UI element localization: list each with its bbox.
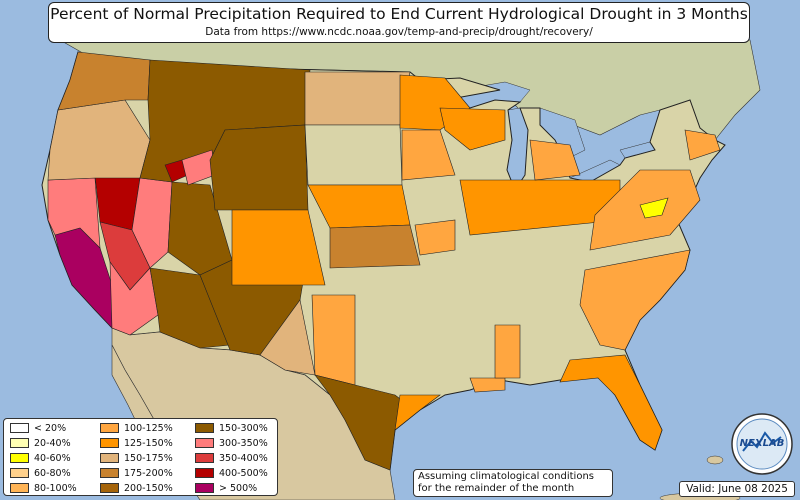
legend-item: 60-80%	[10, 467, 71, 480]
legend-swatch	[100, 482, 119, 493]
legend-item: 20-40%	[10, 437, 71, 450]
legend-item: 125-150%	[100, 437, 173, 450]
title-box: Percent of Normal Precipitation Required…	[48, 2, 750, 43]
legend-label: < 20%	[34, 423, 67, 434]
legend-label: 300-350%	[219, 438, 268, 449]
legend-item: 175-200%	[100, 467, 173, 480]
region-mo	[414, 219, 456, 256]
legend-swatch	[195, 437, 214, 448]
legend-label: 60-80%	[34, 468, 71, 479]
legend-label: 400-500%	[219, 468, 268, 479]
region-ms	[494, 324, 521, 379]
logo-text: NEXLAB	[740, 438, 785, 449]
legend-swatch	[10, 437, 29, 448]
legend-label: 175-200%	[124, 468, 173, 479]
legend-item: 200-150%	[100, 482, 173, 495]
legend-label: 40-60%	[34, 453, 71, 464]
region-pacific-nw	[47, 99, 151, 181]
legend-swatch	[195, 452, 214, 463]
legend-swatch	[100, 467, 119, 478]
legend-item: 400-500%	[195, 467, 268, 480]
region-tx-south	[314, 374, 416, 471]
region-gulf-coast	[469, 377, 506, 393]
region-southeast	[579, 249, 691, 351]
legend-label: 150-175%	[124, 453, 173, 464]
legend-item: 40-60%	[10, 452, 71, 465]
legend-label: 20-40%	[34, 438, 71, 449]
legend-swatch	[10, 422, 29, 433]
assumption-note: Assuming climatological conditions for t…	[413, 469, 613, 497]
legend-item: 80-100%	[10, 482, 77, 495]
legend-swatch	[195, 467, 214, 478]
legend-swatch	[10, 452, 29, 463]
legend-item: 350-400%	[195, 452, 268, 465]
legend-label: 350-400%	[219, 453, 268, 464]
region-ks	[329, 224, 421, 269]
legend-label: 200-150%	[124, 483, 173, 494]
region-ia	[401, 129, 456, 181]
region-nd	[304, 71, 411, 126]
legend-label: 100-125%	[124, 423, 173, 434]
region-wi	[439, 107, 506, 151]
legend: < 20% 20-40% 40-60% 60-80% 80-100% 100-125% 12…	[3, 418, 278, 496]
legend-label: 150-300%	[219, 423, 268, 434]
legend-swatch	[10, 467, 29, 478]
legend-item: 150-175%	[100, 452, 173, 465]
legend-item: 300-350%	[195, 437, 268, 450]
legend-label: 80-100%	[34, 483, 77, 494]
legend-swatch	[195, 482, 214, 493]
legend-label: 125-150%	[124, 438, 173, 449]
region-me-nh	[684, 129, 721, 161]
legend-swatch	[100, 437, 119, 448]
region-co	[231, 209, 326, 286]
bahamas-island	[706, 455, 724, 465]
legend-swatch	[10, 482, 29, 493]
legend-item: < 20%	[10, 422, 66, 435]
legend-item: 150-300%	[195, 422, 268, 435]
legend-label: > 500%	[219, 483, 258, 494]
valid-date: Valid: June 08 2025	[679, 481, 795, 497]
nexlab-logo: NEXLAB	[731, 413, 793, 475]
map-subtitle: Data from https://www.ncdc.noaa.gov/temp…	[205, 26, 593, 38]
region-ok-panhandle	[311, 294, 356, 386]
region-tx-coast	[394, 394, 441, 431]
region-wy	[209, 124, 309, 211]
legend-item: 100-125%	[100, 422, 173, 435]
legend-item: > 500%	[195, 482, 257, 495]
legend-swatch	[100, 422, 119, 433]
legend-swatch	[100, 452, 119, 463]
region-md-de	[639, 197, 669, 219]
map-title: Percent of Normal Precipitation Required…	[50, 5, 748, 23]
region-mi	[529, 139, 581, 181]
legend-swatch	[195, 422, 214, 433]
region-fl	[559, 354, 663, 451]
region-sd	[304, 124, 403, 186]
